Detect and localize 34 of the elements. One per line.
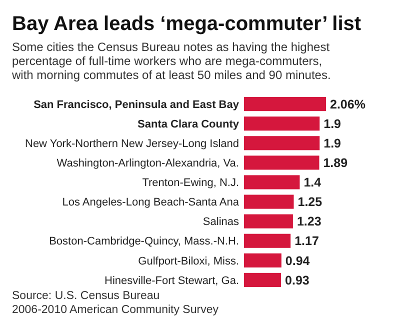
bar: [244, 116, 320, 131]
data-label: 1.23: [296, 214, 322, 229]
bar: [244, 214, 293, 228]
data-label: 1.89: [323, 156, 348, 170]
y-tick-label: Boston-Cambridge-Quincy, Mass.-N.H.: [49, 236, 239, 248]
data-label: 1.25: [298, 195, 322, 210]
bar: [244, 272, 282, 287]
chart-subtitle: Some cities the Census Bureau notes as having the highest percentage of full-time workers who are mega-commuters, with morning commutes of at least 50 miles and 90 minutes.: [11, 40, 331, 82]
y-tick-label: Gulfport-Biloxi, Miss.: [138, 255, 239, 268]
text: 2006-2010 American Community Survey: [12, 304, 219, 316]
y-tick-label: San Francisco, Peninsula and East Bay: [34, 98, 240, 111]
data-label: 1.4: [304, 176, 322, 190]
bar: [244, 175, 300, 190]
bar: [244, 156, 320, 170]
y-tick-label: New York-Northern New Jersey-Long Island: [25, 138, 239, 150]
y-tick-label: Hinesville-Fort Stewart, Ga.: [104, 274, 239, 287]
data-label: 0.94: [285, 254, 310, 268]
bar: [244, 194, 294, 209]
chart-title: Bay Area leads ‘mega-commuter’ list: [12, 13, 362, 35]
y-tick-label: Santa Clara County: [138, 118, 240, 130]
data-label: 1.9: [324, 116, 342, 131]
y-tick-label: Trenton-Ewing, N.J.: [142, 177, 239, 190]
y-tick-label: Los Angeles-Long Beach-Santa Ana: [62, 196, 240, 209]
y-tick-label: Salinas: [202, 216, 240, 228]
data-label: 1.9: [324, 136, 342, 151]
bar: [244, 136, 320, 150]
source-note: Source: U.S. Census Bureau: [12, 290, 160, 302]
data-label: 2.06%: [330, 97, 366, 112]
y-tick-label: Washington-Arlington-Alexandria, Va.: [56, 158, 239, 170]
data-label: 0.93: [285, 273, 310, 288]
bar: [244, 234, 291, 248]
data-label: 1.17: [294, 234, 319, 248]
bar: [244, 253, 282, 268]
bar: [244, 97, 326, 112]
